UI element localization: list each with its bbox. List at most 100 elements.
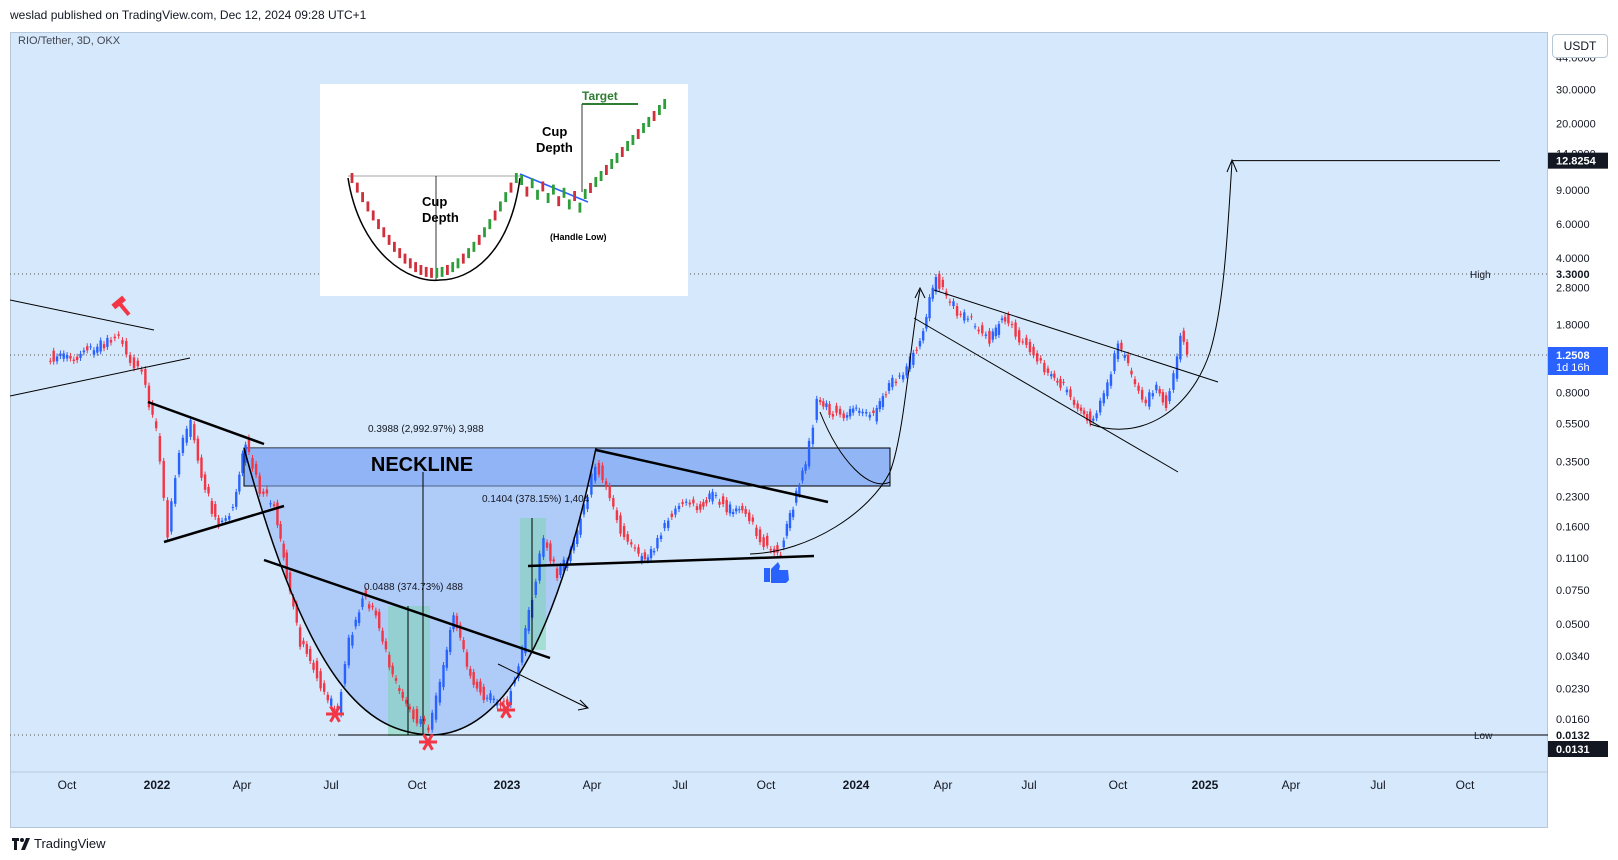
inset-candle [393,241,396,252]
inset-candle [631,135,635,145]
candle-body [1046,368,1050,373]
candle-body [455,615,459,629]
high-value-tag: 3.3000 [1556,269,1590,281]
candle-body [615,510,619,521]
inset-cup-depth-left-2: Depth [422,210,459,225]
candle-body [912,352,915,365]
candle-body [649,549,653,559]
candle-body [1148,392,1151,407]
candle-body [154,421,158,429]
candle-body [1043,362,1046,373]
x-tick-label: Jul [672,778,687,792]
inset-candle [536,189,539,200]
candle-body [479,681,482,693]
support-line [527,554,815,568]
measure-box-small [388,606,430,736]
candle-body [99,340,102,352]
small-arc [819,411,891,485]
candle-body [785,523,789,536]
low-value-tag-bg [1548,727,1608,743]
candle-body [845,415,849,418]
candle-body [646,557,650,561]
candle-body [265,489,269,494]
x-tick-label: Jul [1370,778,1385,792]
candle-body [881,396,885,408]
candle-body [224,518,227,521]
candle-body [718,501,721,505]
candle-body [374,610,378,616]
candle-body [663,522,666,529]
candle-body [545,542,549,548]
candle-body [788,513,792,529]
candle-body [302,640,305,645]
inset-candle [493,210,497,221]
candle-body [96,346,99,353]
inset-candle [461,253,465,264]
candle-body [811,427,815,445]
candle-body [1158,389,1161,394]
candle-body [312,662,315,670]
candle-body [238,474,241,492]
candle-body [555,568,559,579]
candle-body [1116,343,1120,360]
inset-candle [642,123,645,133]
candle-body [351,634,354,646]
tradingview-logo-icon [12,837,30,850]
candle-body [1120,342,1123,350]
candle-body [728,504,732,514]
candle-body [489,693,492,701]
candle-body [766,535,769,546]
y-tick-label: 0.1600 [1556,522,1590,534]
candle-body [1000,318,1004,321]
bottom-bar [0,828,1618,860]
candle-body [1056,380,1059,383]
candle-body [431,712,434,730]
inset-candle [546,193,550,203]
inset-candle [626,141,629,151]
candle-body [378,611,381,629]
candle-body [459,624,462,638]
inset-candle [419,264,423,275]
inset-candle [647,117,651,127]
candle-body [1164,395,1168,409]
price-axis[interactable]: 44.000030.000020.000014.00009.00006.0000… [1548,32,1618,828]
projection-curve [1089,161,1233,430]
inset-target-label: Target [582,89,618,103]
inset-candle [424,266,428,277]
candle-body [305,644,309,654]
arrow-line-1 [497,663,589,709]
candle-body [835,405,838,413]
measure-mid-label: 0.1404 (378.15%) 1,404 [482,494,590,505]
candle-body [755,527,758,537]
candle-body [52,350,55,362]
candle-body [1095,413,1098,419]
inset-candle [377,219,380,230]
asterisk-stroke [500,701,512,719]
tradingview-logo[interactable]: TradingView [12,836,106,851]
candle-body [288,572,292,592]
candle-body [677,505,681,510]
tradingview-logo-text: TradingView [34,836,106,851]
candle-body [612,498,615,507]
candle-body [408,706,411,710]
candle-body [228,515,231,520]
chart-svg[interactable]: NECKLINE 0.3988 (2,992.97%) 3,988 0.1404 (… [10,32,1618,828]
y-tick-label: 6.0000 [1556,219,1590,231]
inset-candle [615,153,619,163]
inset-cup-depth-left: Cup [422,194,447,209]
candle-body [815,398,818,420]
candle-body [708,493,711,500]
candle-body [865,412,868,414]
candle-body [1003,316,1007,322]
inset-candle [488,219,492,230]
candle-body [438,681,442,703]
candle-body [1085,414,1089,421]
chart-plot-area[interactable] [10,32,1548,828]
currency-button[interactable]: USDT [1552,34,1608,58]
cup-handle-reference-image: Cup Depth Cup Depth Target (Handle Low) [320,84,688,296]
y-tick-label: 0.0750 [1556,585,1590,597]
inset-candle [620,147,624,157]
y-tick-label: 4.0000 [1556,253,1590,265]
candle-body [1050,374,1053,377]
candle-body [977,329,980,332]
